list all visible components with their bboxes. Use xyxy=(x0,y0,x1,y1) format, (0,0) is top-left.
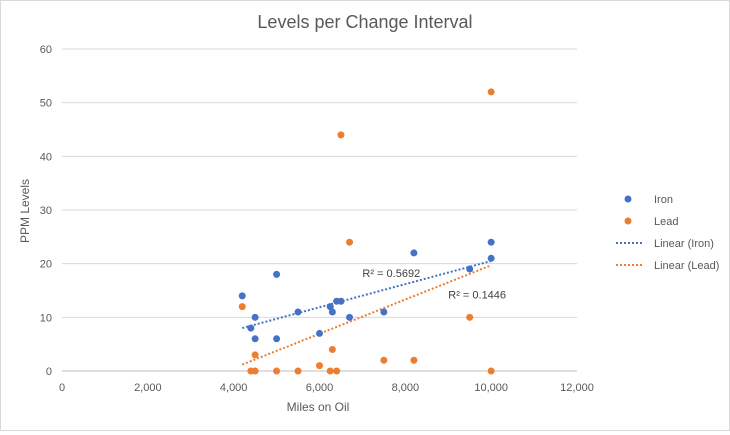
data-point xyxy=(326,367,334,375)
data-point xyxy=(337,297,345,305)
data-point xyxy=(487,254,495,262)
r-squared-label: R² = 0.1446 xyxy=(448,290,506,302)
data-point xyxy=(333,367,341,375)
chart-title: Levels per Change Interval xyxy=(257,12,472,32)
data-point xyxy=(316,362,323,370)
data-point xyxy=(328,308,336,316)
y-tick-label: 40 xyxy=(40,151,52,163)
legend-label: Linear (Lead) xyxy=(654,260,719,272)
legend-label: Iron xyxy=(654,194,673,206)
data-point xyxy=(487,238,495,246)
x-tick-label: 10,000 xyxy=(474,382,508,394)
data-point xyxy=(410,249,418,257)
data-point xyxy=(487,88,495,96)
legend-label: Lead xyxy=(654,216,678,228)
data-point xyxy=(294,308,302,316)
x-tick-label: 2,000 xyxy=(134,382,162,394)
data-point xyxy=(238,303,246,311)
data-point xyxy=(346,313,354,321)
x-tick-label: 8,000 xyxy=(392,382,420,394)
x-tick-label: 4,000 xyxy=(220,382,248,394)
data-point xyxy=(326,303,334,311)
data-point xyxy=(316,329,323,337)
legend-marker xyxy=(624,195,632,203)
data-point xyxy=(328,346,336,354)
data-point xyxy=(487,367,495,375)
data-point xyxy=(346,238,354,246)
trendline xyxy=(241,260,492,330)
gridlines xyxy=(62,48,577,318)
x-tick-label: 0 xyxy=(59,382,65,394)
data-point xyxy=(273,367,281,375)
x-axis-label: Miles on Oil xyxy=(287,400,350,414)
x-axis-ticks: 0 2,000 4,000 6,000 8,000 10,000 12,000 xyxy=(59,382,594,394)
x-tick-label: 6,000 xyxy=(306,382,334,394)
data-point xyxy=(337,131,345,139)
data-point xyxy=(380,308,388,316)
data-point xyxy=(273,335,281,343)
legend-marker xyxy=(624,217,632,225)
data-point xyxy=(247,324,255,332)
data-points xyxy=(238,88,495,375)
data-point xyxy=(380,356,388,364)
y-tick-label: 50 xyxy=(40,98,52,110)
y-tick-label: 0 xyxy=(46,366,52,378)
y-axis-ticks: 0 10 20 30 40 50 60 xyxy=(40,44,52,378)
y-tick-label: 20 xyxy=(40,259,52,271)
y-axis-label: PPM Levels xyxy=(18,179,32,243)
y-tick-label: 60 xyxy=(40,44,52,56)
trendlines xyxy=(241,260,492,366)
data-point xyxy=(466,313,474,321)
data-point xyxy=(238,292,246,300)
r-squared-label: R² = 0.5692 xyxy=(362,268,420,280)
data-point xyxy=(294,367,302,375)
data-point xyxy=(466,265,474,273)
y-tick-label: 30 xyxy=(40,205,52,217)
legend-label: Linear (Iron) xyxy=(654,238,714,250)
x-tick-label: 12,000 xyxy=(560,382,594,394)
legend: Iron Lead Linear (Iron) Linear (Lead) xyxy=(616,194,719,272)
data-point xyxy=(251,367,259,375)
y-tick-label: 10 xyxy=(40,312,52,324)
data-point xyxy=(273,270,281,278)
data-point xyxy=(251,335,259,343)
data-point xyxy=(410,356,418,364)
data-point xyxy=(251,313,259,321)
trendline xyxy=(241,264,492,366)
r-squared-labels: R² = 0.5692 R² = 0.1446 xyxy=(362,268,506,301)
data-point xyxy=(251,351,259,359)
